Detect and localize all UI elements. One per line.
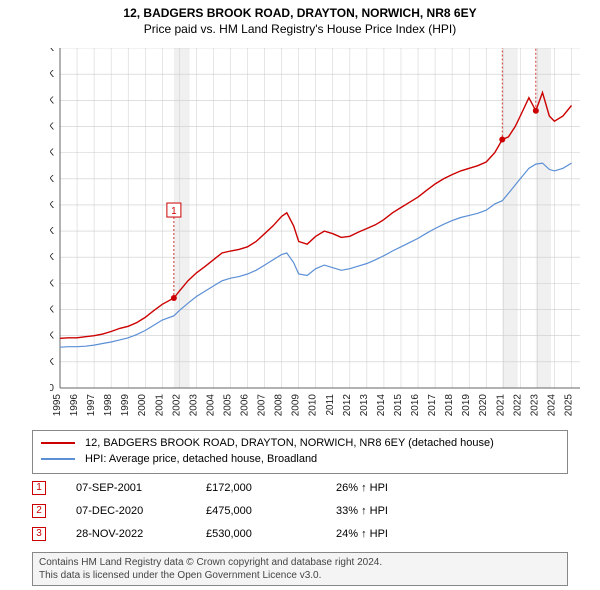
svg-text:£650K: £650K: [50, 48, 54, 54]
svg-text:2008: 2008: [274, 394, 285, 417]
legend-row: 12, BADGERS BROOK ROAD, DRAYTON, NORWICH…: [41, 435, 559, 451]
sale-price: £530,000: [206, 528, 336, 540]
sale-row: 3 28-NOV-2022 £530,000 24% ↑ HPI: [32, 522, 568, 545]
sale-date: 07-SEP-2001: [76, 482, 206, 494]
line-chart: £0 £50K £100K £150K £200K £250K £300K £350K £400…: [50, 48, 590, 418]
svg-text:1999: 1999: [120, 394, 131, 417]
title-line-2: Price paid vs. HM Land Registry's House …: [0, 22, 600, 36]
svg-text:2022: 2022: [512, 394, 523, 417]
sale-date: 28-NOV-2022: [76, 528, 206, 540]
svg-text:£600K: £600K: [50, 69, 54, 80]
sales-block: 1 07-SEP-2001 £172,000 26% ↑ HPI 2 07-DE…: [32, 476, 568, 545]
svg-text:2010: 2010: [308, 394, 319, 417]
svg-text:£150K: £150K: [50, 305, 54, 316]
svg-text:1996: 1996: [69, 394, 80, 417]
svg-text:2016: 2016: [410, 394, 421, 417]
svg-text:2024: 2024: [546, 394, 557, 417]
svg-text:2004: 2004: [205, 394, 216, 417]
footer-attribution: Contains HM Land Registry data © Crown c…: [32, 552, 568, 586]
chart-container: 12, BADGERS BROOK ROAD, DRAYTON, NORWICH…: [0, 0, 600, 590]
svg-text:2017: 2017: [427, 394, 438, 417]
svg-text:1998: 1998: [103, 394, 114, 417]
svg-text:2000: 2000: [137, 394, 148, 417]
svg-text:£200K: £200K: [50, 278, 54, 289]
svg-text:2013: 2013: [359, 394, 370, 417]
svg-text:2011: 2011: [325, 394, 336, 416]
svg-text:£500K: £500K: [50, 121, 54, 132]
svg-text:2007: 2007: [257, 394, 268, 417]
legend-row: HPI: Average price, detached house, Broa…: [41, 451, 559, 467]
svg-text:£250K: £250K: [50, 252, 54, 263]
svg-text:2018: 2018: [444, 394, 455, 417]
legend-swatch: [41, 442, 75, 444]
sale-price: £172,000: [206, 482, 336, 494]
svg-text:£100K: £100K: [50, 331, 54, 342]
svg-text:£400K: £400K: [50, 174, 54, 185]
title-line-1: 12, BADGERS BROOK ROAD, DRAYTON, NORWICH…: [0, 6, 600, 20]
svg-text:2014: 2014: [376, 394, 387, 417]
svg-text:2005: 2005: [222, 394, 233, 417]
chart-area: £0 £50K £100K £150K £200K £250K £300K £350K £400…: [50, 48, 590, 418]
svg-text:£0: £0: [50, 383, 54, 394]
title-block: 12, BADGERS BROOK ROAD, DRAYTON, NORWICH…: [0, 0, 600, 36]
svg-text:£50K: £50K: [50, 357, 54, 368]
sale-delta: 24% ↑ HPI: [336, 528, 388, 540]
sale-marker-icon: 1: [32, 481, 46, 495]
sale-price: £475,000: [206, 505, 336, 517]
svg-text:£350K: £350K: [50, 200, 54, 211]
legend-label: HPI: Average price, detached house, Broa…: [85, 453, 317, 465]
svg-text:£300K: £300K: [50, 226, 54, 237]
sale-row: 1 07-SEP-2001 £172,000 26% ↑ HPI: [32, 476, 568, 499]
svg-text:2009: 2009: [291, 394, 302, 417]
svg-text:2001: 2001: [154, 394, 165, 417]
sale-row: 2 07-DEC-2020 £475,000 33% ↑ HPI: [32, 499, 568, 522]
svg-text:1: 1: [171, 206, 177, 217]
sale-delta: 33% ↑ HPI: [336, 505, 388, 517]
svg-text:2021: 2021: [495, 394, 506, 417]
svg-text:2015: 2015: [393, 394, 404, 417]
sale-date: 07-DEC-2020: [76, 505, 206, 517]
sale-marker-icon: 3: [32, 527, 46, 541]
legend-swatch: [41, 458, 75, 460]
svg-text:2023: 2023: [529, 394, 540, 417]
footer-line: Contains HM Land Registry data © Crown c…: [39, 556, 561, 569]
legend-label: 12, BADGERS BROOK ROAD, DRAYTON, NORWICH…: [85, 437, 494, 449]
svg-text:£550K: £550K: [50, 95, 54, 106]
svg-text:£450K: £450K: [50, 148, 54, 159]
svg-text:2012: 2012: [342, 394, 353, 417]
sale-marker-icon: 2: [32, 504, 46, 518]
svg-text:2002: 2002: [171, 394, 182, 417]
footer-line: This data is licensed under the Open Gov…: [39, 569, 561, 582]
svg-text:2003: 2003: [188, 394, 199, 417]
svg-text:1997: 1997: [86, 394, 97, 417]
svg-text:2006: 2006: [240, 394, 251, 417]
svg-text:2020: 2020: [478, 394, 489, 417]
svg-text:2019: 2019: [461, 394, 472, 417]
sale-delta: 26% ↑ HPI: [336, 482, 388, 494]
svg-text:2025: 2025: [563, 394, 574, 417]
legend-box: 12, BADGERS BROOK ROAD, DRAYTON, NORWICH…: [32, 430, 568, 474]
svg-text:1995: 1995: [52, 394, 63, 417]
